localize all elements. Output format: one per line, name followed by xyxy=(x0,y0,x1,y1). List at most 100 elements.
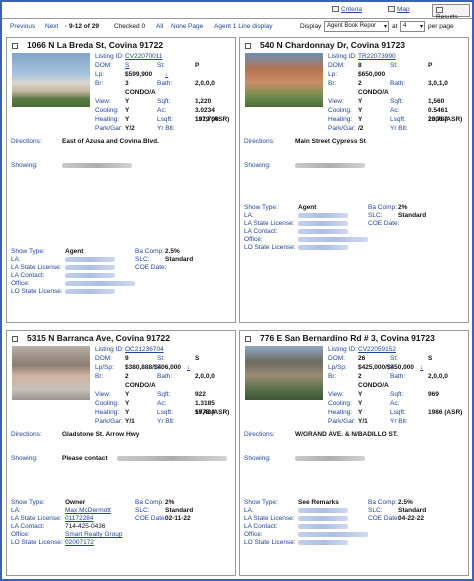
sqft-value: 922 xyxy=(195,391,206,398)
heating-label: Heating: xyxy=(95,116,120,123)
lot-sqft-label: Lsqft: xyxy=(157,409,173,416)
lo-state-license-label: LO State License: xyxy=(11,539,63,546)
select-page-link[interactable]: Page xyxy=(188,23,204,30)
listing-agent-value[interactable]: Max McDermott xyxy=(65,507,111,514)
listing-card: 776 E San Bernardino Rd # 3, Covina 9172… xyxy=(239,330,469,576)
heating-label: Heating: xyxy=(328,116,353,123)
park-gar-value: Y/2 xyxy=(125,125,135,132)
listing-photo[interactable] xyxy=(245,346,323,400)
listing-checkbox[interactable] xyxy=(12,43,18,49)
bath-label: Bath: xyxy=(157,80,173,87)
next-link[interactable]: Next xyxy=(45,23,59,30)
criteria-label: Criteria xyxy=(341,6,362,13)
display-select[interactable]: Agent Book Repor ▾ xyxy=(324,21,389,32)
listing-address[interactable]: 5315 N Barranca Ave, Covina 91722 xyxy=(27,333,171,343)
office-value[interactable]: Smart Realty Group xyxy=(65,531,123,538)
lo-state-license-value[interactable]: 02007172 xyxy=(65,539,94,546)
price-sign-label: $: xyxy=(157,364,163,371)
ba-comp-value: 2% xyxy=(165,499,175,506)
display-label: Display xyxy=(300,23,322,30)
property-type: CONDO/A xyxy=(125,382,156,389)
listing-checkbox[interactable] xyxy=(245,43,251,49)
coe-date-value: 02-11-22 xyxy=(165,515,191,522)
results-icon xyxy=(436,7,443,13)
select-none-link[interactable]: None xyxy=(171,23,187,30)
coe-date-value: 04-22-22 xyxy=(398,515,425,522)
price-history-icon[interactable]: ↕ xyxy=(187,364,191,371)
dom-value: 9 xyxy=(125,355,129,362)
year-built-value: 2006 (ASR) xyxy=(428,116,463,123)
criteria-link[interactable]: Criteria xyxy=(332,6,362,13)
redacted-la-contact xyxy=(298,524,348,529)
directions-label: Directions: xyxy=(244,138,275,145)
listing-address[interactable]: 540 N Chardonnay Dr, Covina 91723 xyxy=(260,40,406,50)
year-built-value: 1979 (ASR) xyxy=(195,116,230,123)
sqft-value: 1,220 xyxy=(195,98,212,105)
directions-value: W/GRAND AVE. & N/BADILLO ST. xyxy=(295,431,398,438)
year-built-label: Yr Blt: xyxy=(157,418,175,425)
listing-address[interactable]: 776 E San Bernardino Rd # 3, Covina 9172… xyxy=(260,333,435,343)
view-label: View: xyxy=(95,391,111,398)
select-all-link[interactable]: All xyxy=(156,23,164,30)
previous-link[interactable]: Previous xyxy=(10,23,36,30)
status-value: S xyxy=(195,355,200,362)
status-label: St: xyxy=(390,355,398,362)
listing-checkbox[interactable] xyxy=(12,336,18,342)
bedrooms-label: Br: xyxy=(95,373,104,380)
price-sign-label: $: xyxy=(390,364,396,371)
price-label: Lp: xyxy=(95,71,105,78)
listing-id-label: Listing ID: xyxy=(95,346,124,353)
listing-id-link[interactable]: TR22073990 xyxy=(358,53,396,60)
price-label: Lp: xyxy=(328,71,338,78)
la-state-license-value[interactable]: 01172284 xyxy=(65,515,94,522)
listing-id-link[interactable]: OC21236704 xyxy=(125,346,164,353)
lot-sqft-value: 131,700 xyxy=(195,116,219,123)
view-label: View: xyxy=(328,98,344,105)
listing-checkbox[interactable] xyxy=(245,336,251,342)
agent-display-link[interactable]: Agent 1 Line display xyxy=(214,23,273,30)
listing-address[interactable]: 1066 N La Breda St, Covina 91722 xyxy=(27,40,164,50)
listing-agent-label: LA: xyxy=(244,507,254,514)
range-value: 9-12 of 29 xyxy=(68,23,99,30)
dom-value[interactable]: S xyxy=(125,62,130,69)
slc-value: Standard xyxy=(165,256,194,263)
sqft-label: Sqft: xyxy=(157,391,171,398)
bedrooms-label: Br: xyxy=(328,80,337,87)
ba-comp-label: Ba Comp: xyxy=(135,499,164,506)
listing-photo[interactable] xyxy=(245,53,323,107)
directions-label: Directions: xyxy=(244,431,275,438)
coe-date-label: COE Date: xyxy=(368,515,400,522)
price-history-icon[interactable]: ↕ xyxy=(420,364,424,371)
dom-label: DOM: xyxy=(95,355,112,362)
cooling-label: Cooling: xyxy=(328,107,352,114)
listing-id-link[interactable]: CV22070011 xyxy=(125,53,163,60)
year-built-value: 1978 (ASR) xyxy=(195,409,230,416)
listing-card: 5315 N Barranca Ave, Covina 91722 Listing… xyxy=(6,330,236,576)
show-type-label: Show Type: xyxy=(244,204,278,211)
park-gar-value: Y/1 xyxy=(358,418,368,425)
cooling-label: Cooling: xyxy=(95,107,119,114)
map-icon xyxy=(388,6,395,12)
year-built-label: Yr Blt: xyxy=(390,125,408,132)
redacted-office xyxy=(298,237,368,242)
criteria-icon xyxy=(332,6,339,12)
acres-value: 3.0234 xyxy=(195,107,215,114)
office-label: Office: xyxy=(11,531,30,538)
listing-id-link[interactable]: CV22059152 xyxy=(358,346,396,353)
cooling-value: Y xyxy=(358,107,363,114)
listing-photo[interactable] xyxy=(12,346,90,400)
dom-value: 8 xyxy=(358,62,362,69)
la-contact-value: 714-425-0436 xyxy=(65,523,106,530)
price-history-icon[interactable]: ↓ xyxy=(165,71,169,78)
listing-photo[interactable] xyxy=(12,53,90,107)
la-state-license-label: LA State License: xyxy=(11,264,62,271)
per-page-select[interactable]: 4 ▾ xyxy=(400,21,425,32)
lot-sqft-label: Lsqft: xyxy=(390,116,406,123)
lo-state-license-label: LO State License: xyxy=(11,288,63,295)
office-label: Office: xyxy=(244,236,263,243)
listing-card: 1066 N La Breda St, Covina 91722 Listing … xyxy=(6,37,236,323)
listing-agent-label: LA: xyxy=(244,212,254,219)
directions-label: Directions: xyxy=(11,138,42,145)
map-link[interactable]: Map xyxy=(388,6,410,13)
results-tab[interactable]: Results xyxy=(432,4,470,21)
